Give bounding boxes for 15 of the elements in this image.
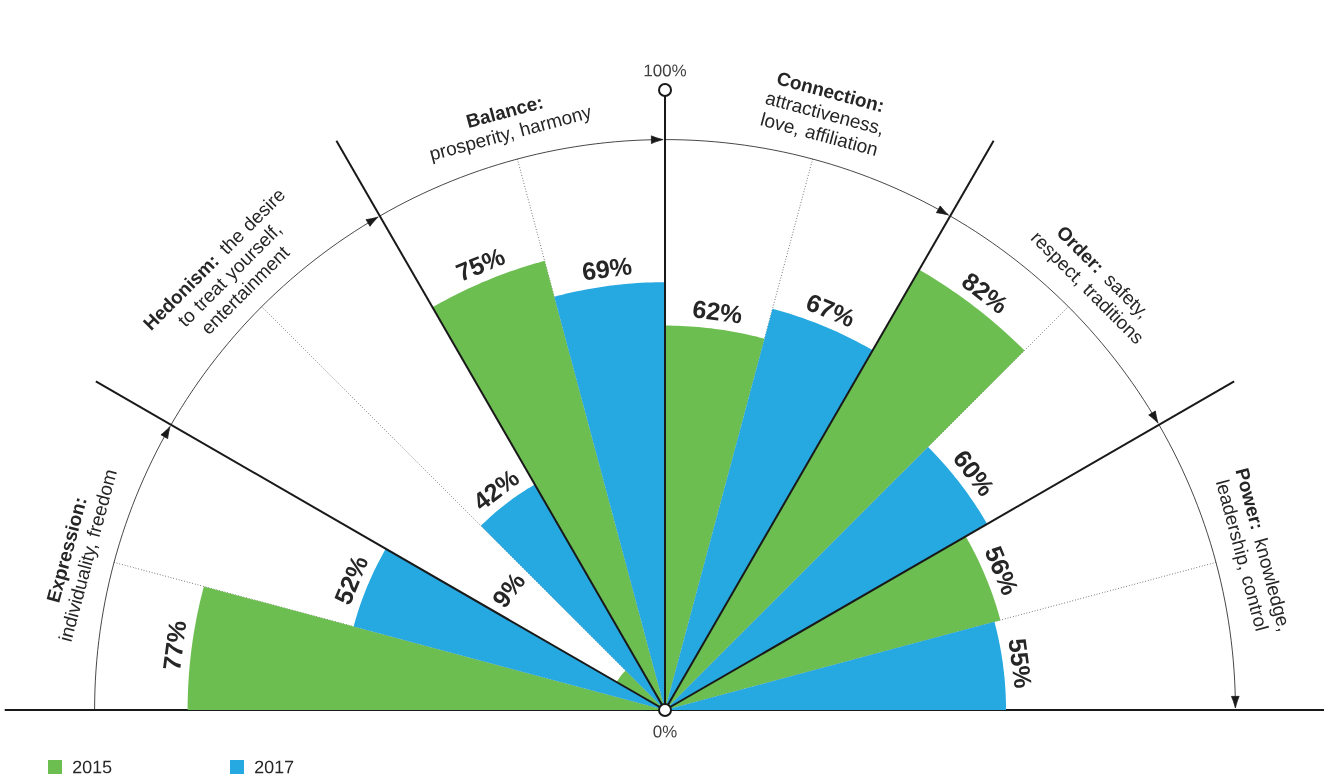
text: 0% [653,725,677,738]
data-label: 9% [493,573,525,607]
data-label: 75% [455,248,505,281]
text: 100% [644,64,687,77]
data-label: 56% [985,545,1018,595]
legend-label: 2017 [255,760,294,774]
data-label: 82% [962,273,1007,314]
data-label: 52% [334,557,368,605]
data-label: 42% [477,470,519,509]
data-label: 67% [807,294,853,327]
legend-label: 2015 [73,760,112,774]
data-label: 62% [693,300,742,324]
data-label: 69% [582,257,632,280]
data-label: 77% [163,621,187,669]
data-label: 55% [1008,639,1032,688]
